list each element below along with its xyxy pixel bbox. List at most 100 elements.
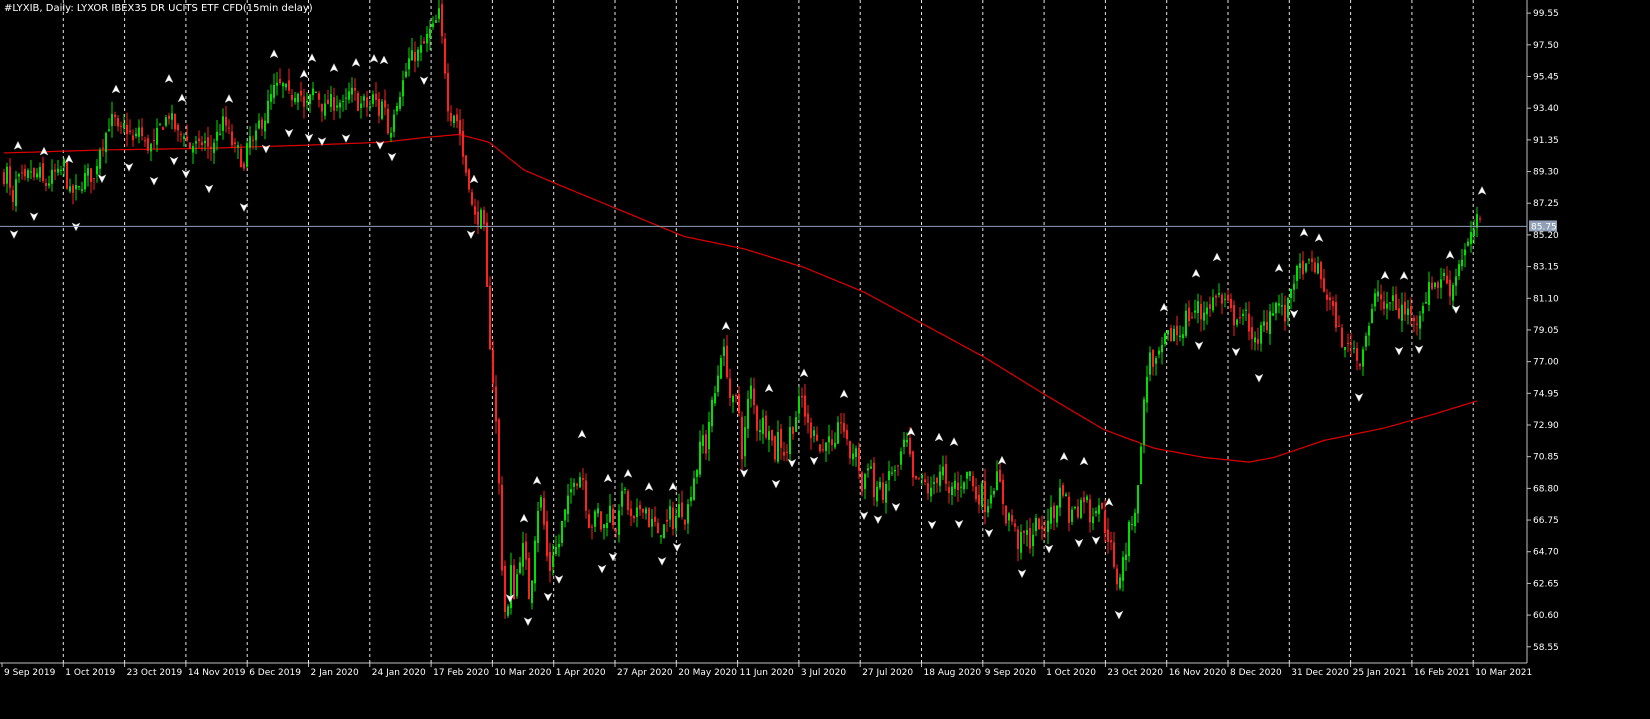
time-tick-label: 10 Mar 2021 [1475, 668, 1532, 678]
candle-body [1017, 529, 1019, 550]
time-tick-label: 18 Aug 2020 [924, 668, 982, 678]
time-tick-label: 16 Feb 2021 [1414, 668, 1470, 678]
candle-body [69, 186, 71, 192]
time-tick-label: 17 Feb 2020 [433, 668, 489, 678]
candle-body [1149, 352, 1151, 375]
candle-body [90, 168, 92, 183]
candle-body [342, 100, 344, 102]
fractal-up-marker [1274, 263, 1284, 273]
candle-body [93, 178, 95, 180]
candle-body [222, 116, 224, 131]
fractal-down-marker [543, 592, 553, 602]
candle-body [897, 465, 899, 467]
fractal-up-marker [799, 368, 809, 378]
candle-body [225, 116, 227, 126]
candle-body [444, 38, 446, 74]
price-tick-label: 95.45 [1533, 73, 1559, 83]
candle-body [1458, 264, 1460, 277]
candle-body [66, 160, 68, 189]
candle-body [1128, 521, 1130, 557]
candle-body [1341, 327, 1343, 348]
current-price-line-layer: 85.75 [0, 220, 1557, 232]
candle-body [942, 466, 944, 476]
candle-body [285, 83, 287, 88]
candle-body [123, 123, 125, 128]
candle-body [462, 130, 464, 157]
chart-grid [0, 0, 1528, 664]
candle-body [1332, 301, 1334, 307]
candle-body [1251, 327, 1253, 339]
candle-body [891, 472, 893, 474]
candle-body [606, 522, 608, 528]
chart-title: #LYXIB, Daily: LYXOR IBEX35 DR UCITS ETF… [4, 3, 313, 14]
fractal-up-marker [532, 475, 542, 485]
candle-body [1398, 308, 1400, 319]
candle-body [876, 486, 878, 502]
candle-body [1329, 297, 1331, 301]
candle-body [978, 494, 980, 505]
candle-body [783, 451, 785, 456]
candle-body [1179, 335, 1181, 337]
candle-body [1137, 485, 1139, 514]
candle-body [1269, 311, 1271, 335]
price-tick-label: 99.55 [1533, 9, 1559, 19]
time-axis: 9 Sep 2019 1 Oct 2019 23 Oct 2019 14 Nov 20… [1, 663, 1532, 678]
candle-body [1320, 262, 1322, 280]
candle-body [603, 524, 605, 529]
candle-body [900, 451, 902, 465]
candle-body [981, 483, 983, 506]
time-tick-label: 6 Dec 2019 [249, 668, 301, 678]
candle-body [579, 477, 581, 488]
candle-body [48, 183, 50, 186]
fractal-up-marker [369, 53, 379, 63]
candle-body [684, 519, 686, 525]
candle-body [1203, 312, 1205, 321]
fractal-down-marker [419, 76, 429, 86]
candle-body [1032, 534, 1034, 547]
candle-body [939, 471, 941, 486]
candle-body [1140, 446, 1142, 485]
candle-body [261, 119, 263, 129]
candle-body [1323, 278, 1325, 292]
candle-body [1146, 376, 1148, 403]
candle-body [999, 469, 1001, 483]
candle-body [501, 484, 503, 571]
candle-body [960, 486, 962, 488]
candle-body [972, 476, 974, 487]
candle-body [792, 426, 794, 434]
candle-body [1359, 363, 1361, 367]
candle-body [189, 142, 191, 149]
candle-body [3, 172, 5, 184]
candle-body [393, 114, 395, 132]
candle-body [426, 33, 428, 44]
candle-body [450, 112, 452, 122]
candle-body [744, 427, 746, 457]
candle-body [432, 23, 434, 28]
candle-body [375, 93, 377, 100]
candle-body [729, 378, 731, 398]
candle-body [669, 506, 671, 520]
candle-body [714, 393, 716, 404]
fractal-down-marker [204, 184, 214, 194]
fractal-up-marker [469, 174, 479, 184]
candle-body [645, 508, 647, 514]
candle-body [894, 469, 896, 472]
candle-body [240, 148, 242, 168]
candle-body [1200, 303, 1202, 320]
candle-body [63, 159, 65, 167]
candle-body [912, 451, 914, 478]
fractal-up-marker [603, 473, 613, 483]
candle-body [954, 480, 956, 489]
candle-body [369, 106, 371, 109]
candle-body [1011, 515, 1013, 522]
candle-body [846, 430, 848, 440]
candle-body [42, 163, 44, 182]
candle-body [372, 94, 374, 104]
candle-body [825, 442, 827, 451]
candle-body [111, 114, 113, 126]
candle-body [1425, 301, 1427, 304]
candle-body [1404, 301, 1406, 315]
candle-body [870, 466, 872, 469]
candle-body [1008, 513, 1010, 521]
